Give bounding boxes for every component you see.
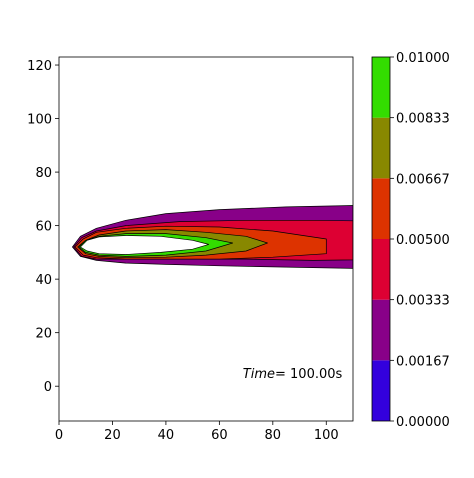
colorbar-segment	[372, 57, 390, 118]
plot-frame	[58, 56, 354, 422]
y-tick-label: 40	[35, 273, 52, 288]
colorbar-tick-label: 0.00667	[396, 172, 450, 187]
y-tick-label: 0	[44, 380, 52, 395]
y-axis: 0 20 40 60 80 100 120	[27, 59, 59, 395]
time-annotation-value: = 100.00s	[275, 367, 343, 382]
colorbar-tick-label: 0.00500	[396, 233, 450, 248]
time-annotation-label: Time	[243, 367, 275, 382]
x-tick-label: 40	[158, 428, 175, 443]
x-tick-label: 80	[265, 428, 282, 443]
y-tick-label: 100	[27, 113, 52, 128]
y-tick-label: 60	[35, 220, 52, 235]
time-annotation: Time= 100.00s	[243, 367, 343, 382]
colorbar-segment	[372, 239, 390, 300]
colorbar-tick-label: 0.01000	[396, 51, 450, 66]
x-tick-label: 20	[104, 428, 121, 443]
colorbar-segment	[372, 299, 390, 361]
colorbar-tick-label: 0.00167	[396, 354, 450, 369]
contour-layer	[72, 205, 353, 269]
colorbar-segment	[372, 117, 390, 179]
x-tick-label: 60	[211, 428, 228, 443]
colorbar-tick-label: 0.00833	[396, 112, 450, 127]
y-tick-label: 80	[35, 166, 52, 181]
colorbar-tick-label: 0.00000	[396, 415, 450, 430]
y-tick-label: 20	[35, 327, 52, 342]
colorbar-segment	[372, 178, 390, 239]
colorbar: 0.00000 0.00167 0.00333 0.00500 0.00667 0.008…	[371, 51, 450, 430]
contour-band-5	[80, 235, 210, 255]
x-tick-label: 0	[55, 428, 63, 443]
colorbar-segment	[372, 360, 390, 421]
colorbar-tick-label: 0.00333	[396, 294, 450, 309]
x-tick-label: 100	[314, 428, 339, 443]
x-axis: 0 20 40 60 80 100	[55, 421, 339, 443]
y-tick-label: 120	[27, 59, 52, 74]
